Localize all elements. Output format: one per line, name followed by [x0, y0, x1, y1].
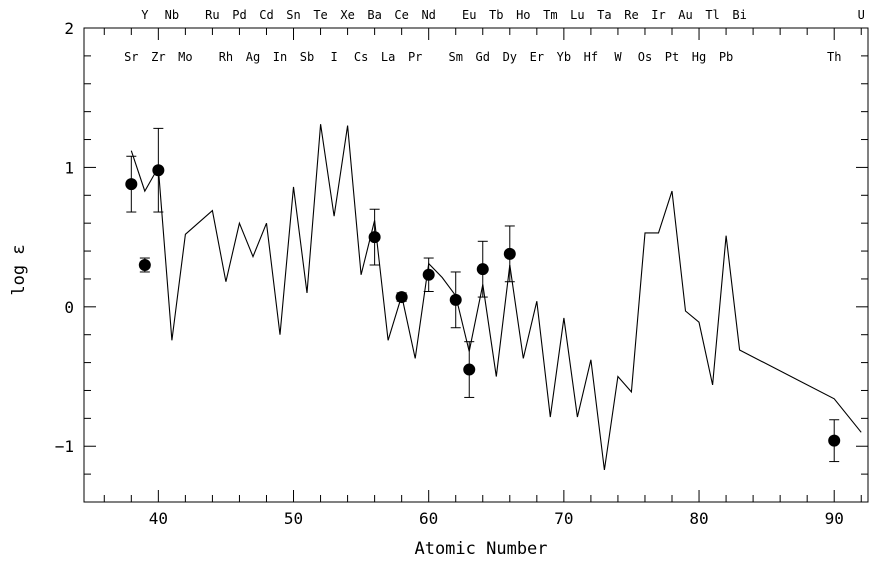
element-label-lower: Dy — [503, 50, 517, 64]
x-tick-label: 80 — [689, 509, 708, 528]
element-label-lower: La — [381, 50, 395, 64]
element-label-lower: Pr — [408, 50, 422, 64]
data-point — [463, 363, 476, 376]
axis-ticks — [84, 27, 868, 503]
data-point — [368, 231, 381, 244]
element-label-lower: Hf — [584, 50, 598, 64]
data-point — [503, 247, 516, 260]
element-label-upper: Ce — [394, 8, 408, 22]
y-axis-title: log ε — [9, 244, 29, 295]
x-tick-label: 70 — [554, 509, 573, 528]
y-tick-label: 2 — [64, 19, 74, 38]
data-point — [395, 291, 408, 304]
element-label-upper: Ba — [367, 8, 381, 22]
element-label-upper: Bi — [732, 8, 746, 22]
element-label-lower: Pb — [719, 50, 733, 64]
element-label-upper: Nd — [421, 8, 435, 22]
element-label-upper: Te — [313, 8, 327, 22]
data-point — [422, 268, 435, 281]
element-label-upper: Tl — [705, 8, 719, 22]
element-label-lower: Sm — [448, 50, 462, 64]
observed-error-bars — [126, 127, 840, 463]
element-label-lower: Yb — [557, 50, 571, 64]
x-tick-label: 40 — [149, 509, 168, 528]
element-label-upper: Re — [624, 8, 638, 22]
element-label-lower: Th — [827, 50, 841, 64]
element-label-lower: Sr — [124, 50, 138, 64]
plot-frame — [83, 27, 869, 503]
element-label-upper: Tm — [543, 8, 557, 22]
element-symbol-labels: Y Nb Ru Pd Cd Sn Te Xe Ba Ce Nd Eu Tb Ho Tm Lu Ta Re Ir Au T… — [124, 8, 865, 64]
data-point — [125, 178, 138, 191]
element-label-upper: Nb — [165, 8, 179, 22]
element-label-lower: I — [330, 50, 337, 64]
element-label-lower: Gd — [476, 50, 490, 64]
element-label-upper: Tb — [489, 8, 503, 22]
data-point — [449, 293, 462, 306]
element-label-lower: Rh — [219, 50, 233, 64]
element-label-lower: Mo — [178, 50, 192, 64]
element-label-upper: Ta — [597, 8, 611, 22]
element-label-lower: Hg — [692, 50, 706, 64]
x-tick-label: 50 — [284, 509, 303, 528]
data-point — [152, 164, 165, 177]
model-abundance-line — [130, 124, 862, 470]
x-tick-label: 60 — [419, 509, 438, 528]
data-point — [476, 263, 489, 276]
element-label-lower: Zr — [151, 50, 165, 64]
observed-points — [125, 164, 841, 447]
element-label-lower: Os — [638, 50, 652, 64]
y-tick-label: 1 — [64, 158, 74, 177]
element-label-lower: Ag — [246, 50, 260, 64]
y-tick-label: −1 — [55, 437, 74, 456]
element-label-lower: Er — [530, 50, 544, 64]
element-label-lower: Sb — [300, 50, 314, 64]
element-label-upper: Xe — [340, 8, 354, 22]
element-label-upper: Ir — [651, 8, 665, 22]
element-label-upper: Ru — [205, 8, 219, 22]
element-label-upper: U — [858, 8, 865, 22]
element-label-upper: Sn — [286, 8, 300, 22]
element-label-upper: Cd — [259, 8, 273, 22]
element-label-upper: Y — [141, 8, 149, 22]
element-label-lower: Cs — [354, 50, 368, 64]
x-tick-label: 90 — [825, 509, 844, 528]
element-label-upper: Ho — [516, 8, 530, 22]
element-label-lower: W — [614, 50, 622, 64]
element-label-lower: Pt — [665, 50, 679, 64]
data-point — [828, 434, 841, 447]
element-label-upper: Lu — [570, 8, 584, 22]
element-label-lower: In — [273, 50, 287, 64]
element-label-upper: Eu — [462, 8, 476, 22]
x-axis-title: Atomic Number — [414, 539, 547, 559]
axis-tick-labels: 40 50 60 70 80 90 −1 0 1 2 — [55, 19, 844, 528]
data-point — [138, 259, 151, 271]
element-label-upper: Au — [678, 8, 692, 22]
element-label-upper: Pd — [232, 8, 246, 22]
y-tick-label: 0 — [64, 298, 74, 317]
